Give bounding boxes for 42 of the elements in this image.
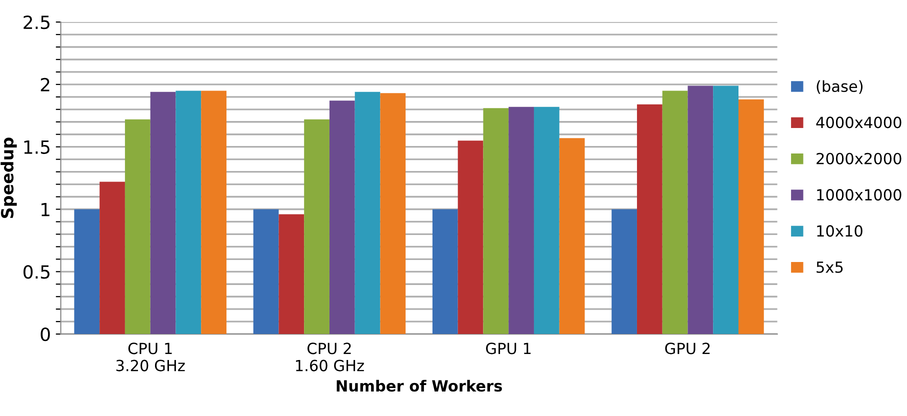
bar: [713, 86, 738, 334]
bar: [176, 90, 202, 334]
legend-label: 5x5: [816, 262, 843, 273]
bar: [329, 100, 355, 334]
bar: [483, 108, 509, 334]
bar: [458, 140, 484, 334]
bar: [150, 92, 176, 334]
bar: [124, 119, 150, 334]
y-tick-label: 1: [42, 202, 50, 216]
bar: [74, 209, 100, 334]
y-tick-label: 2: [40, 78, 50, 92]
legend-label: 10x10: [817, 225, 862, 237]
bar: [201, 90, 226, 334]
bar: [278, 214, 304, 334]
y-axis-title: Speedup: [0, 138, 17, 218]
bar: [662, 90, 688, 334]
y-tick-label: 0.5: [24, 265, 50, 279]
bar: [380, 93, 406, 334]
bar: [354, 92, 380, 334]
legend-label: 1000x1000: [817, 189, 902, 201]
bar: [253, 209, 279, 334]
x-axis-title: Number of Workers: [336, 380, 502, 392]
bar: [432, 209, 458, 334]
bar: [612, 209, 637, 334]
bar: [100, 182, 125, 334]
bar: [304, 119, 330, 334]
x-tick-label: GPU 2: [665, 342, 710, 354]
y-tick-label: 0: [40, 328, 50, 342]
y-tick-label: 2.5: [24, 16, 50, 30]
bar: [534, 106, 560, 334]
bar: [636, 104, 662, 334]
x-tick-label: GPU 1: [486, 342, 531, 354]
legend-label: 2000x2000: [816, 152, 902, 164]
x-tick-label: CPU 1 3.20 GHz: [116, 342, 185, 372]
bar: [508, 106, 534, 334]
bar: [738, 99, 764, 334]
x-tick-label: CPU 2 1.60 GHz: [296, 342, 364, 372]
bar: [559, 138, 585, 334]
y-tick-label: 1.5: [24, 140, 50, 154]
legend-label: 4000x4000: [816, 116, 902, 128]
bar: [688, 86, 714, 334]
legend-label: (base): [816, 80, 863, 94]
